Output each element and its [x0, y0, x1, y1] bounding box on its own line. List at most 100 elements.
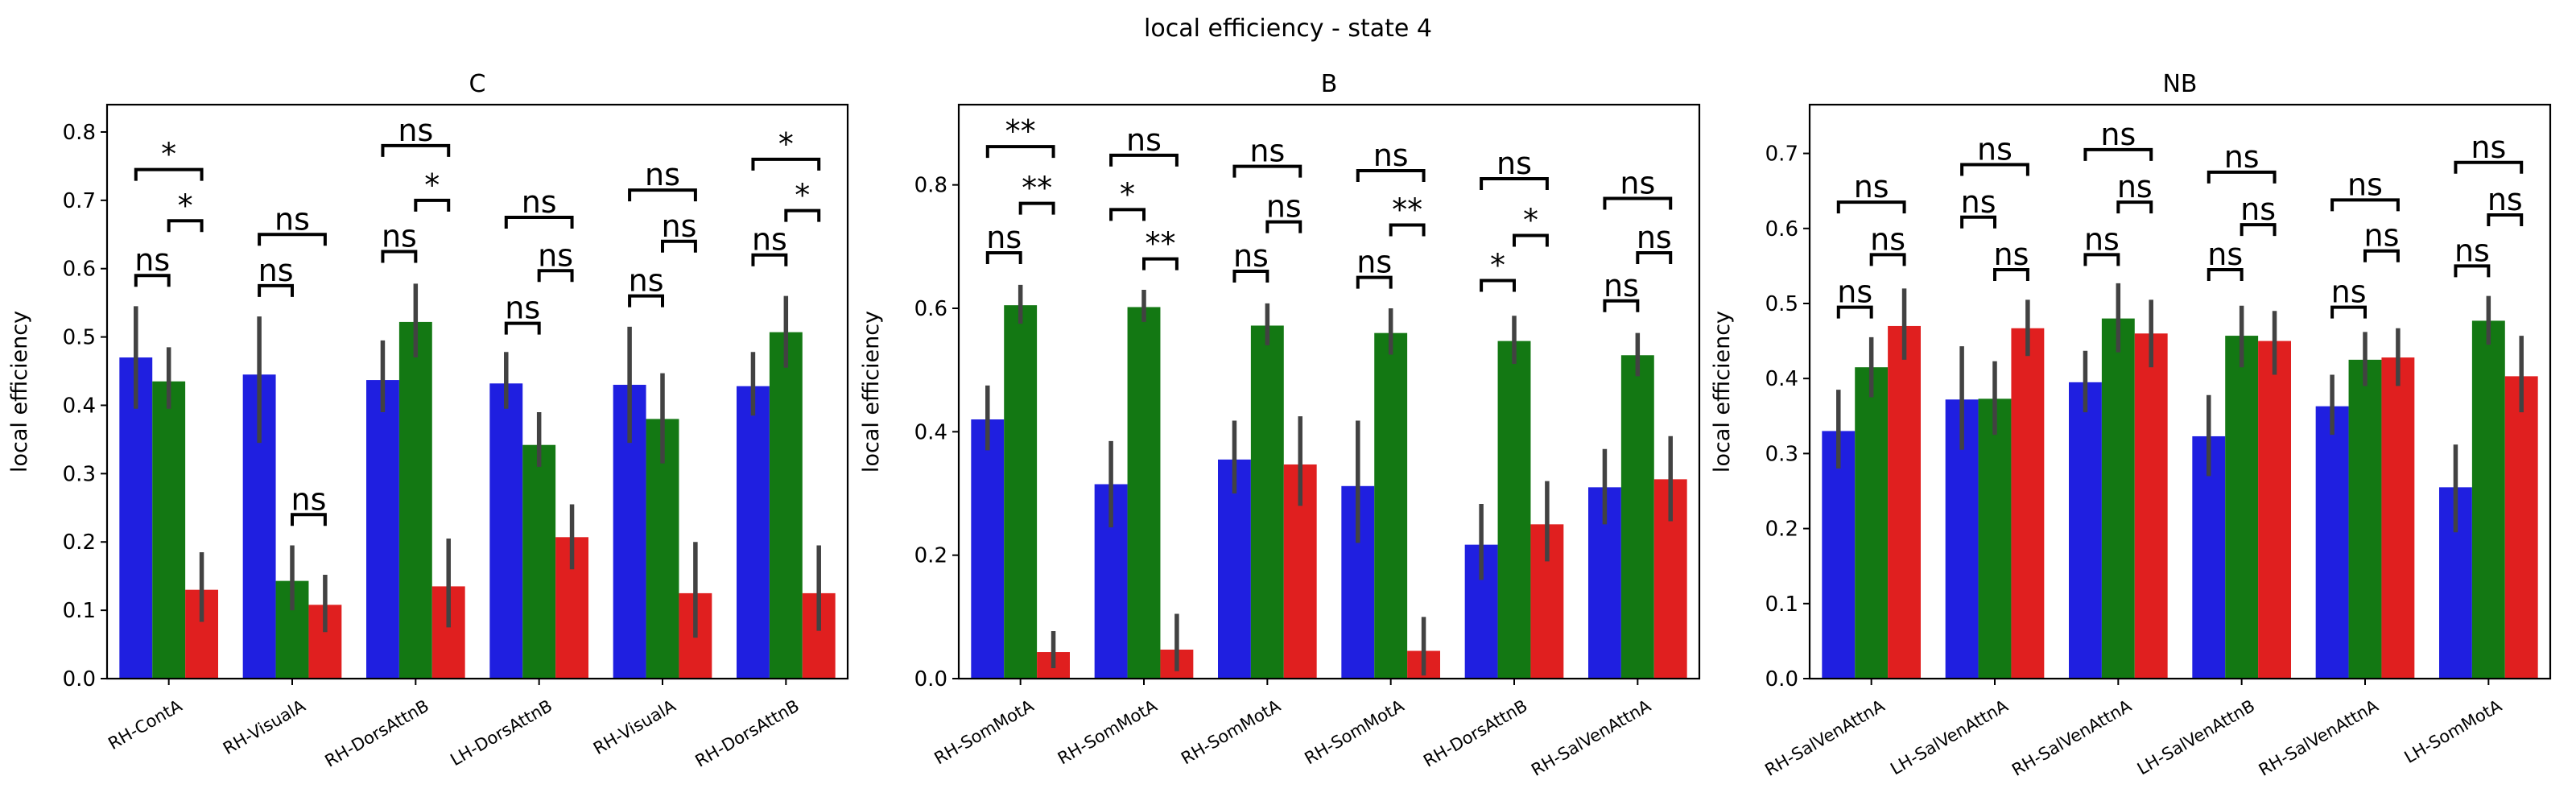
bar	[1620, 355, 1654, 679]
x-tick-label: LH-SalVenAttnA	[1887, 696, 2012, 778]
significance-label: ns	[629, 263, 664, 299]
significance-label: ns	[2331, 275, 2367, 310]
x-tick-label: LH-SalVenAttnB	[2134, 696, 2258, 779]
significance-bracket	[2116, 200, 2153, 214]
bar	[2258, 341, 2291, 679]
significance-bracket	[661, 239, 697, 253]
significance-bracket	[1636, 251, 1673, 264]
bar	[2011, 328, 2045, 679]
significance-label: *	[778, 126, 794, 162]
significance-label: *	[1523, 203, 1538, 238]
significance-label: ns	[2207, 237, 2243, 272]
x-tick-label: LH-DorsAttnB	[447, 696, 555, 770]
bar	[1250, 325, 1284, 679]
significance-label: ns	[2240, 192, 2276, 227]
bar	[769, 332, 803, 679]
significance-bracket	[1513, 233, 1549, 247]
significance-label: **	[1392, 192, 1422, 228]
significance-label: ns	[1993, 237, 2029, 272]
significance-label: ns	[538, 237, 573, 273]
significance-label: ns	[1126, 122, 1162, 158]
y-tick-label: 0.8	[914, 174, 947, 198]
significance-label: ns	[522, 184, 557, 220]
x-tick-label: RH-SomMotA	[1055, 696, 1161, 768]
y-tick-label: 0.6	[914, 297, 947, 321]
significance-label: ns	[2471, 130, 2506, 165]
significance-label: ns	[275, 201, 310, 237]
y-tick-label: 0.2	[914, 544, 947, 568]
bar	[2315, 406, 2349, 679]
bar	[971, 419, 1005, 679]
significance-bracket	[1603, 299, 1640, 312]
significance-bracket	[1109, 208, 1146, 221]
significance-label: ns	[1977, 132, 2013, 167]
significance-bracket	[1232, 270, 1269, 283]
x-tick-label: LH-SomMotA	[2401, 696, 2506, 767]
significance-label: ns	[2084, 221, 2120, 257]
x-tick-label: RH-ContA	[105, 696, 185, 753]
y-tick-label: 0.4	[914, 420, 947, 444]
x-tick-label: RH-SalVenAttnA	[1761, 696, 1888, 780]
panel-2: NB local efficiency 0.0 0.1 0.2 0.3 0.4 0.5 0.6 0…	[1710, 70, 2552, 780]
bar	[1888, 325, 1921, 679]
significance-label: *	[424, 167, 440, 203]
bar	[1822, 431, 1856, 679]
x-tick-label: RH-SalVenAttnA	[1528, 696, 1654, 780]
x-tick-label: RH-SalVenAttnA	[2256, 696, 2382, 780]
x-tick-label: RH-SomMotA	[1302, 696, 1408, 768]
significance-bracket	[1603, 196, 1673, 210]
significance-bracket	[1389, 223, 1426, 237]
significance-label: ns	[645, 157, 680, 192]
significance-label: ns	[1620, 166, 1655, 201]
axes-frame	[105, 103, 849, 680]
significance-bracket	[1142, 257, 1179, 270]
significance-label: ns	[2100, 117, 2136, 152]
significance-label: *	[1120, 176, 1135, 212]
bar	[152, 381, 186, 679]
significance-bracket	[1480, 177, 1549, 190]
significance-label: *	[795, 178, 810, 213]
significance-bracket	[1018, 201, 1055, 215]
y-axis-label: local efficiency	[1710, 311, 1735, 473]
significance-label: ns	[2224, 139, 2260, 175]
y-tick-label: 0.1	[63, 599, 96, 623]
bar	[522, 444, 556, 679]
bar	[2134, 333, 2168, 679]
y-tick-label: 0.6	[1765, 217, 1798, 242]
bar	[119, 357, 153, 679]
significance-bracket	[2487, 213, 2524, 227]
bar	[1978, 398, 2012, 679]
significance-label: ns	[1837, 275, 1872, 310]
significance-bracket	[1960, 215, 1996, 229]
significance-bracket	[414, 198, 451, 212]
significance-label: ns	[1961, 184, 1996, 220]
bar	[2504, 376, 2538, 679]
significance-bracket	[1356, 169, 1426, 183]
significance-label: ns	[1496, 146, 1532, 181]
significance-bracket	[1356, 275, 1393, 289]
significance-bracket	[1960, 163, 2029, 176]
significance-bracket	[381, 250, 418, 263]
significance-label: ns	[1870, 221, 1905, 257]
significance-label: ns	[2117, 169, 2153, 204]
y-tick-label: 0.7	[1765, 142, 1798, 167]
significance-bracket	[2454, 264, 2491, 278]
significance-bracket	[751, 253, 788, 266]
significance-label: ns	[505, 291, 540, 326]
significance-bracket	[628, 188, 697, 202]
significance-label: ns	[134, 242, 170, 278]
significance-bracket	[985, 145, 1055, 159]
significance-bracket	[537, 269, 574, 283]
y-tick-label: 0.8	[63, 121, 96, 145]
significance-bracket	[1265, 220, 1302, 233]
significance-bracket	[751, 157, 821, 171]
y-tick-label: 0.3	[63, 462, 96, 486]
y-tick-label: 0.5	[1765, 292, 1798, 316]
y-tick-label: 0.5	[63, 326, 96, 350]
significance-label: ns	[291, 481, 326, 517]
significance-label: **	[1005, 114, 1036, 149]
significance-bracket	[2083, 147, 2153, 161]
significance-bracket	[985, 251, 1022, 264]
